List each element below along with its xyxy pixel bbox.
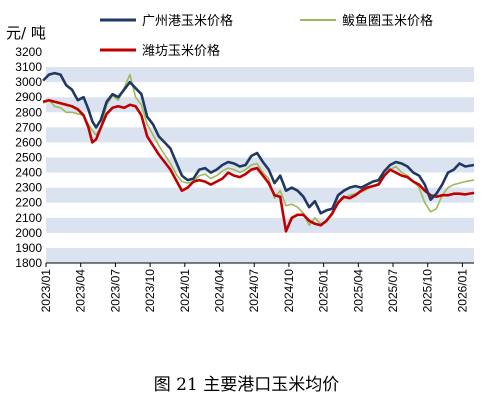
series-line-2	[42, 98, 475, 233]
x-tick-label: 2024/10	[282, 269, 296, 313]
y-tick-label: 3000	[15, 75, 42, 89]
x-tick-label: 2026/01	[455, 269, 469, 313]
x-tick-label: 2023/07	[108, 269, 122, 313]
y-tick-label: 2600	[15, 135, 42, 149]
grid-band	[46, 97, 474, 113]
y-axis-label: 元/ 吨	[6, 24, 46, 42]
x-tick-label: 2025/07	[386, 269, 400, 313]
y-tick-label: 2300	[15, 181, 42, 195]
grid-band	[46, 127, 474, 143]
y-tick-label: 2800	[15, 105, 42, 119]
grid-band	[46, 67, 474, 83]
x-tick-label: 2025/04	[351, 269, 365, 313]
series-line-0	[42, 71, 475, 215]
x-tick-label: 2023/01	[39, 269, 53, 313]
y-tick-label: 1900	[15, 241, 42, 255]
grid-band	[46, 187, 474, 203]
grid-band	[46, 157, 474, 173]
x-tick-label: 2024/07	[247, 269, 261, 313]
y-tick-label: 2400	[15, 166, 42, 180]
legend-label: 广州港玉米价格	[142, 13, 233, 29]
x-tick-label: 2023/10	[143, 269, 157, 313]
y-tick-label: 2000	[15, 226, 42, 240]
x-tick-label: 2024/01	[178, 269, 192, 313]
x-tick-label: 2023/04	[74, 269, 88, 313]
x-tick-label: 2025/01	[317, 269, 331, 313]
y-tick-label: 2100	[15, 211, 42, 225]
series-lines	[42, 71, 475, 233]
y-tick-label: 2700	[15, 120, 42, 134]
y-tick-label: 2200	[15, 196, 42, 210]
y-tick-label: 2900	[15, 90, 42, 104]
grid-band	[46, 247, 474, 263]
y-tick-label: 3200	[15, 45, 42, 59]
y-tick-label: 3100	[15, 60, 42, 74]
x-tick-label: 2024/04	[213, 269, 227, 313]
y-tick-label: 2500	[15, 151, 42, 165]
legend-label: 潍坊玉米价格	[142, 43, 220, 59]
series-line-1	[42, 73, 475, 227]
y-tick-label: 1800	[15, 256, 42, 270]
figure-caption: 图 21 主要港口玉米均价	[153, 375, 340, 395]
grid-bands	[46, 67, 474, 263]
legend-label: 鲅鱼圈玉米价格	[342, 13, 433, 29]
grid-band	[46, 217, 474, 233]
x-axis-ticks: 2023/01 2023/04 2023/07 2023/10 2024/01 2024/…	[39, 263, 469, 312]
x-tick-label: 2025/10	[421, 269, 435, 313]
